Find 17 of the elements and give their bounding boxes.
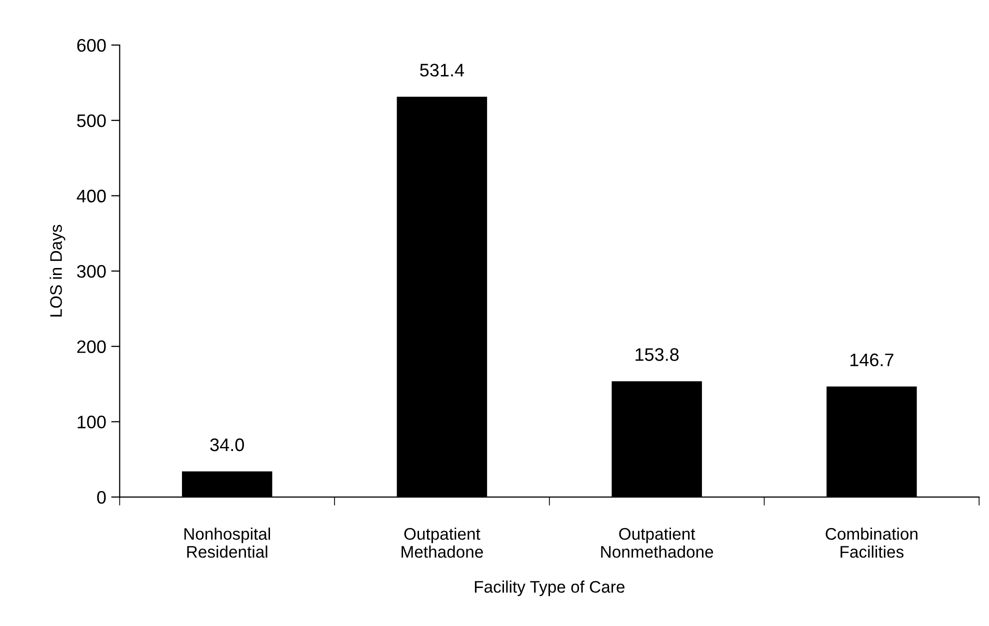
y-axis-title: LOS in Days [50,224,66,316]
x-tick-label: Combination Facilities [826,528,918,558]
y-tick-label: 300 [77,264,106,278]
x-tick-label: Outpatient Nonmethadone [601,528,714,558]
x-tick-label: Outpatient Methadone [402,528,483,558]
y-tick-label: 100 [78,416,106,428]
data-label: 146.7 [850,354,894,366]
data-label: 531.4 [420,64,464,77]
y-tick-label: 0 [97,490,106,504]
y-tick-label: 500 [77,114,106,128]
y-tick-label: 200 [77,340,106,354]
y-tick-label: 400 [76,190,106,202]
x-axis-title: Facility Type of Care [474,580,624,596]
data-label: 153.8 [636,348,679,361]
data-label: 34.0 [210,438,244,452]
x-tick-label: Nonhospital Residential [184,528,270,558]
y-tick-label: 600 [77,39,106,52]
